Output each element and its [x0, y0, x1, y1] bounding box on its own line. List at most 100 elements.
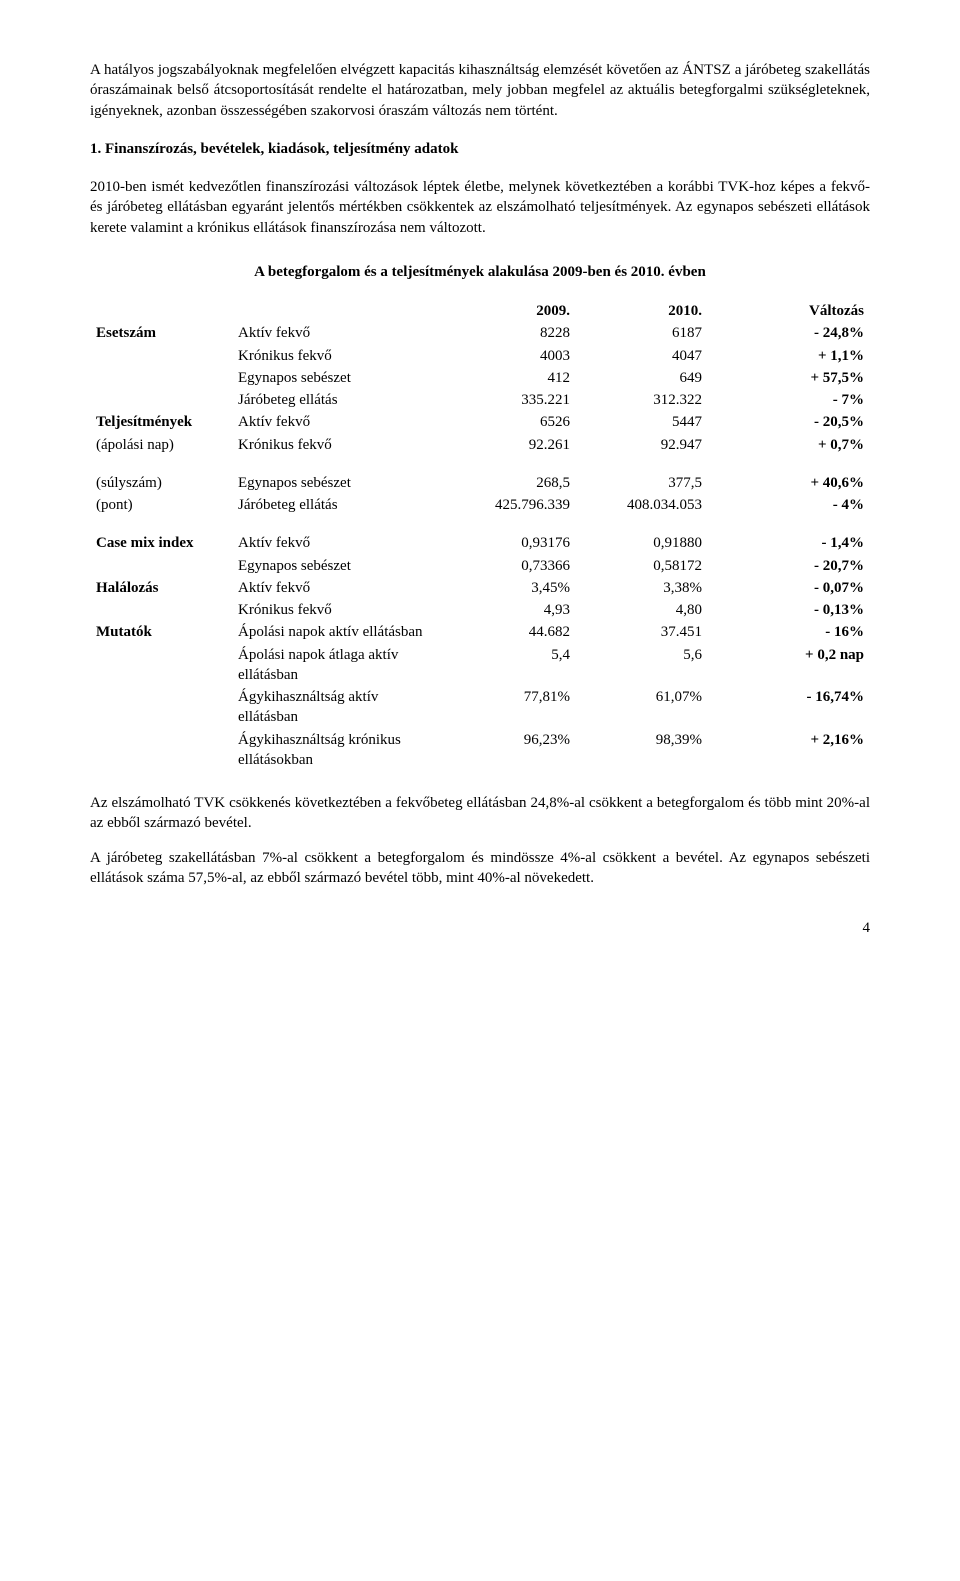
value-2010-cell: 649 — [576, 367, 708, 389]
col-header-change: Változás — [708, 300, 870, 322]
change-cell: - 1,4% — [708, 532, 870, 554]
change-cell: - 20,5% — [708, 411, 870, 433]
page-number: 4 — [90, 918, 870, 938]
group-cell — [90, 644, 232, 687]
value-2009-cell: 92.261 — [444, 434, 576, 456]
table-row: Case mix indexAktív fekvő0,931760,91880-… — [90, 532, 870, 554]
label-cell: Járóbeteg ellátás — [232, 494, 444, 516]
value-2010-cell: 6187 — [576, 322, 708, 344]
group-cell: (pont) — [90, 494, 232, 516]
change-cell: - 16% — [708, 621, 870, 643]
label-cell: Egynapos sebészet — [232, 555, 444, 577]
performance-table: 2009. 2010. Változás EsetszámAktív fekvő… — [90, 300, 870, 771]
table-title: A betegforgalom és a teljesítmények alak… — [90, 262, 870, 282]
label-cell: Krónikus fekvő — [232, 434, 444, 456]
table-row: Ágykihasználtság krónikus ellátásokban96… — [90, 729, 870, 772]
value-2010-cell: 312.322 — [576, 389, 708, 411]
change-cell: - 24,8% — [708, 322, 870, 344]
value-2010-cell: 0,58172 — [576, 555, 708, 577]
table-row: (ápolási nap)Krónikus fekvő92.26192.947+… — [90, 434, 870, 456]
value-2010-cell: 4047 — [576, 345, 708, 367]
group-cell: (ápolási nap) — [90, 434, 232, 456]
section-1-paragraph: 2010-ben ismét kedvezőtlen finanszírozás… — [90, 177, 870, 238]
label-cell: Ápolási napok aktív ellátásban — [232, 621, 444, 643]
group-cell: Case mix index — [90, 532, 232, 554]
change-cell: + 40,6% — [708, 472, 870, 494]
value-2009-cell: 412 — [444, 367, 576, 389]
table-row: Ágykihasználtság aktív ellátásban77,81%6… — [90, 686, 870, 729]
value-2010-cell: 61,07% — [576, 686, 708, 729]
value-2010-cell: 4,80 — [576, 599, 708, 621]
section-1-heading: 1. Finanszírozás, bevételek, kiadások, t… — [90, 139, 870, 159]
change-cell: - 0,07% — [708, 577, 870, 599]
group-cell — [90, 729, 232, 772]
intro-paragraph: A hatályos jogszabályoknak megfelelően e… — [90, 60, 870, 121]
group-cell — [90, 686, 232, 729]
table-row: Egynapos sebészet412649+ 57,5% — [90, 367, 870, 389]
value-2010-cell: 5,6 — [576, 644, 708, 687]
label-cell: Ápolási napok átlaga aktív ellátásban — [232, 644, 444, 687]
table-row: (pont)Járóbeteg ellátás425.796.339408.03… — [90, 494, 870, 516]
value-2009-cell: 4,93 — [444, 599, 576, 621]
value-2009-cell: 5,4 — [444, 644, 576, 687]
table-row: Járóbeteg ellátás335.221312.322- 7% — [90, 389, 870, 411]
value-2010-cell: 0,91880 — [576, 532, 708, 554]
label-cell: Krónikus fekvő — [232, 599, 444, 621]
table-row: Egynapos sebészet0,733660,58172- 20,7% — [90, 555, 870, 577]
value-2009-cell: 425.796.339 — [444, 494, 576, 516]
label-cell: Aktív fekvő — [232, 411, 444, 433]
change-cell: - 0,13% — [708, 599, 870, 621]
table-row: MutatókÁpolási napok aktív ellátásban44.… — [90, 621, 870, 643]
table-row: TeljesítményekAktív fekvő65265447- 20,5% — [90, 411, 870, 433]
change-cell: - 16,74% — [708, 686, 870, 729]
group-cell: Halálozás — [90, 577, 232, 599]
value-2009-cell: 0,93176 — [444, 532, 576, 554]
value-2010-cell: 37.451 — [576, 621, 708, 643]
table-header-row: 2009. 2010. Változás — [90, 300, 870, 322]
table-spacer-row — [90, 456, 870, 472]
label-cell: Ágykihasználtság aktív ellátásban — [232, 686, 444, 729]
value-2009-cell: 4003 — [444, 345, 576, 367]
table-row: EsetszámAktív fekvő82286187- 24,8% — [90, 322, 870, 344]
group-cell: Esetszám — [90, 322, 232, 344]
value-2009-cell: 268,5 — [444, 472, 576, 494]
value-2010-cell: 3,38% — [576, 577, 708, 599]
table-spacer-row — [90, 516, 870, 532]
value-2009-cell: 44.682 — [444, 621, 576, 643]
col-header-2009: 2009. — [444, 300, 576, 322]
label-cell: Aktív fekvő — [232, 577, 444, 599]
group-cell: Mutatók — [90, 621, 232, 643]
change-cell: - 20,7% — [708, 555, 870, 577]
value-2009-cell: 0,73366 — [444, 555, 576, 577]
group-cell — [90, 367, 232, 389]
value-2009-cell: 6526 — [444, 411, 576, 433]
change-cell: - 4% — [708, 494, 870, 516]
change-cell: + 0,7% — [708, 434, 870, 456]
value-2010-cell: 92.947 — [576, 434, 708, 456]
value-2010-cell: 98,39% — [576, 729, 708, 772]
value-2009-cell: 8228 — [444, 322, 576, 344]
col-header-2010: 2010. — [576, 300, 708, 322]
value-2010-cell: 5447 — [576, 411, 708, 433]
group-cell: Teljesítmények — [90, 411, 232, 433]
change-cell: + 0,2 nap — [708, 644, 870, 687]
table-row: Ápolási napok átlaga aktív ellátásban5,4… — [90, 644, 870, 687]
group-cell — [90, 555, 232, 577]
value-2009-cell: 77,81% — [444, 686, 576, 729]
value-2009-cell: 96,23% — [444, 729, 576, 772]
group-cell: (súlyszám) — [90, 472, 232, 494]
table-row: Krónikus fekvő4,934,80- 0,13% — [90, 599, 870, 621]
value-2009-cell: 3,45% — [444, 577, 576, 599]
label-cell: Aktív fekvő — [232, 532, 444, 554]
change-cell: - 7% — [708, 389, 870, 411]
value-2010-cell: 377,5 — [576, 472, 708, 494]
group-cell — [90, 345, 232, 367]
value-2010-cell: 408.034.053 — [576, 494, 708, 516]
table-row: HalálozásAktív fekvő3,45%3,38%- 0,07% — [90, 577, 870, 599]
label-cell: Egynapos sebészet — [232, 472, 444, 494]
group-cell — [90, 599, 232, 621]
label-cell: Aktív fekvő — [232, 322, 444, 344]
closing-paragraph-2: A járóbeteg szakellátásban 7%-al csökken… — [90, 848, 870, 889]
label-cell: Ágykihasználtság krónikus ellátásokban — [232, 729, 444, 772]
label-cell: Egynapos sebészet — [232, 367, 444, 389]
